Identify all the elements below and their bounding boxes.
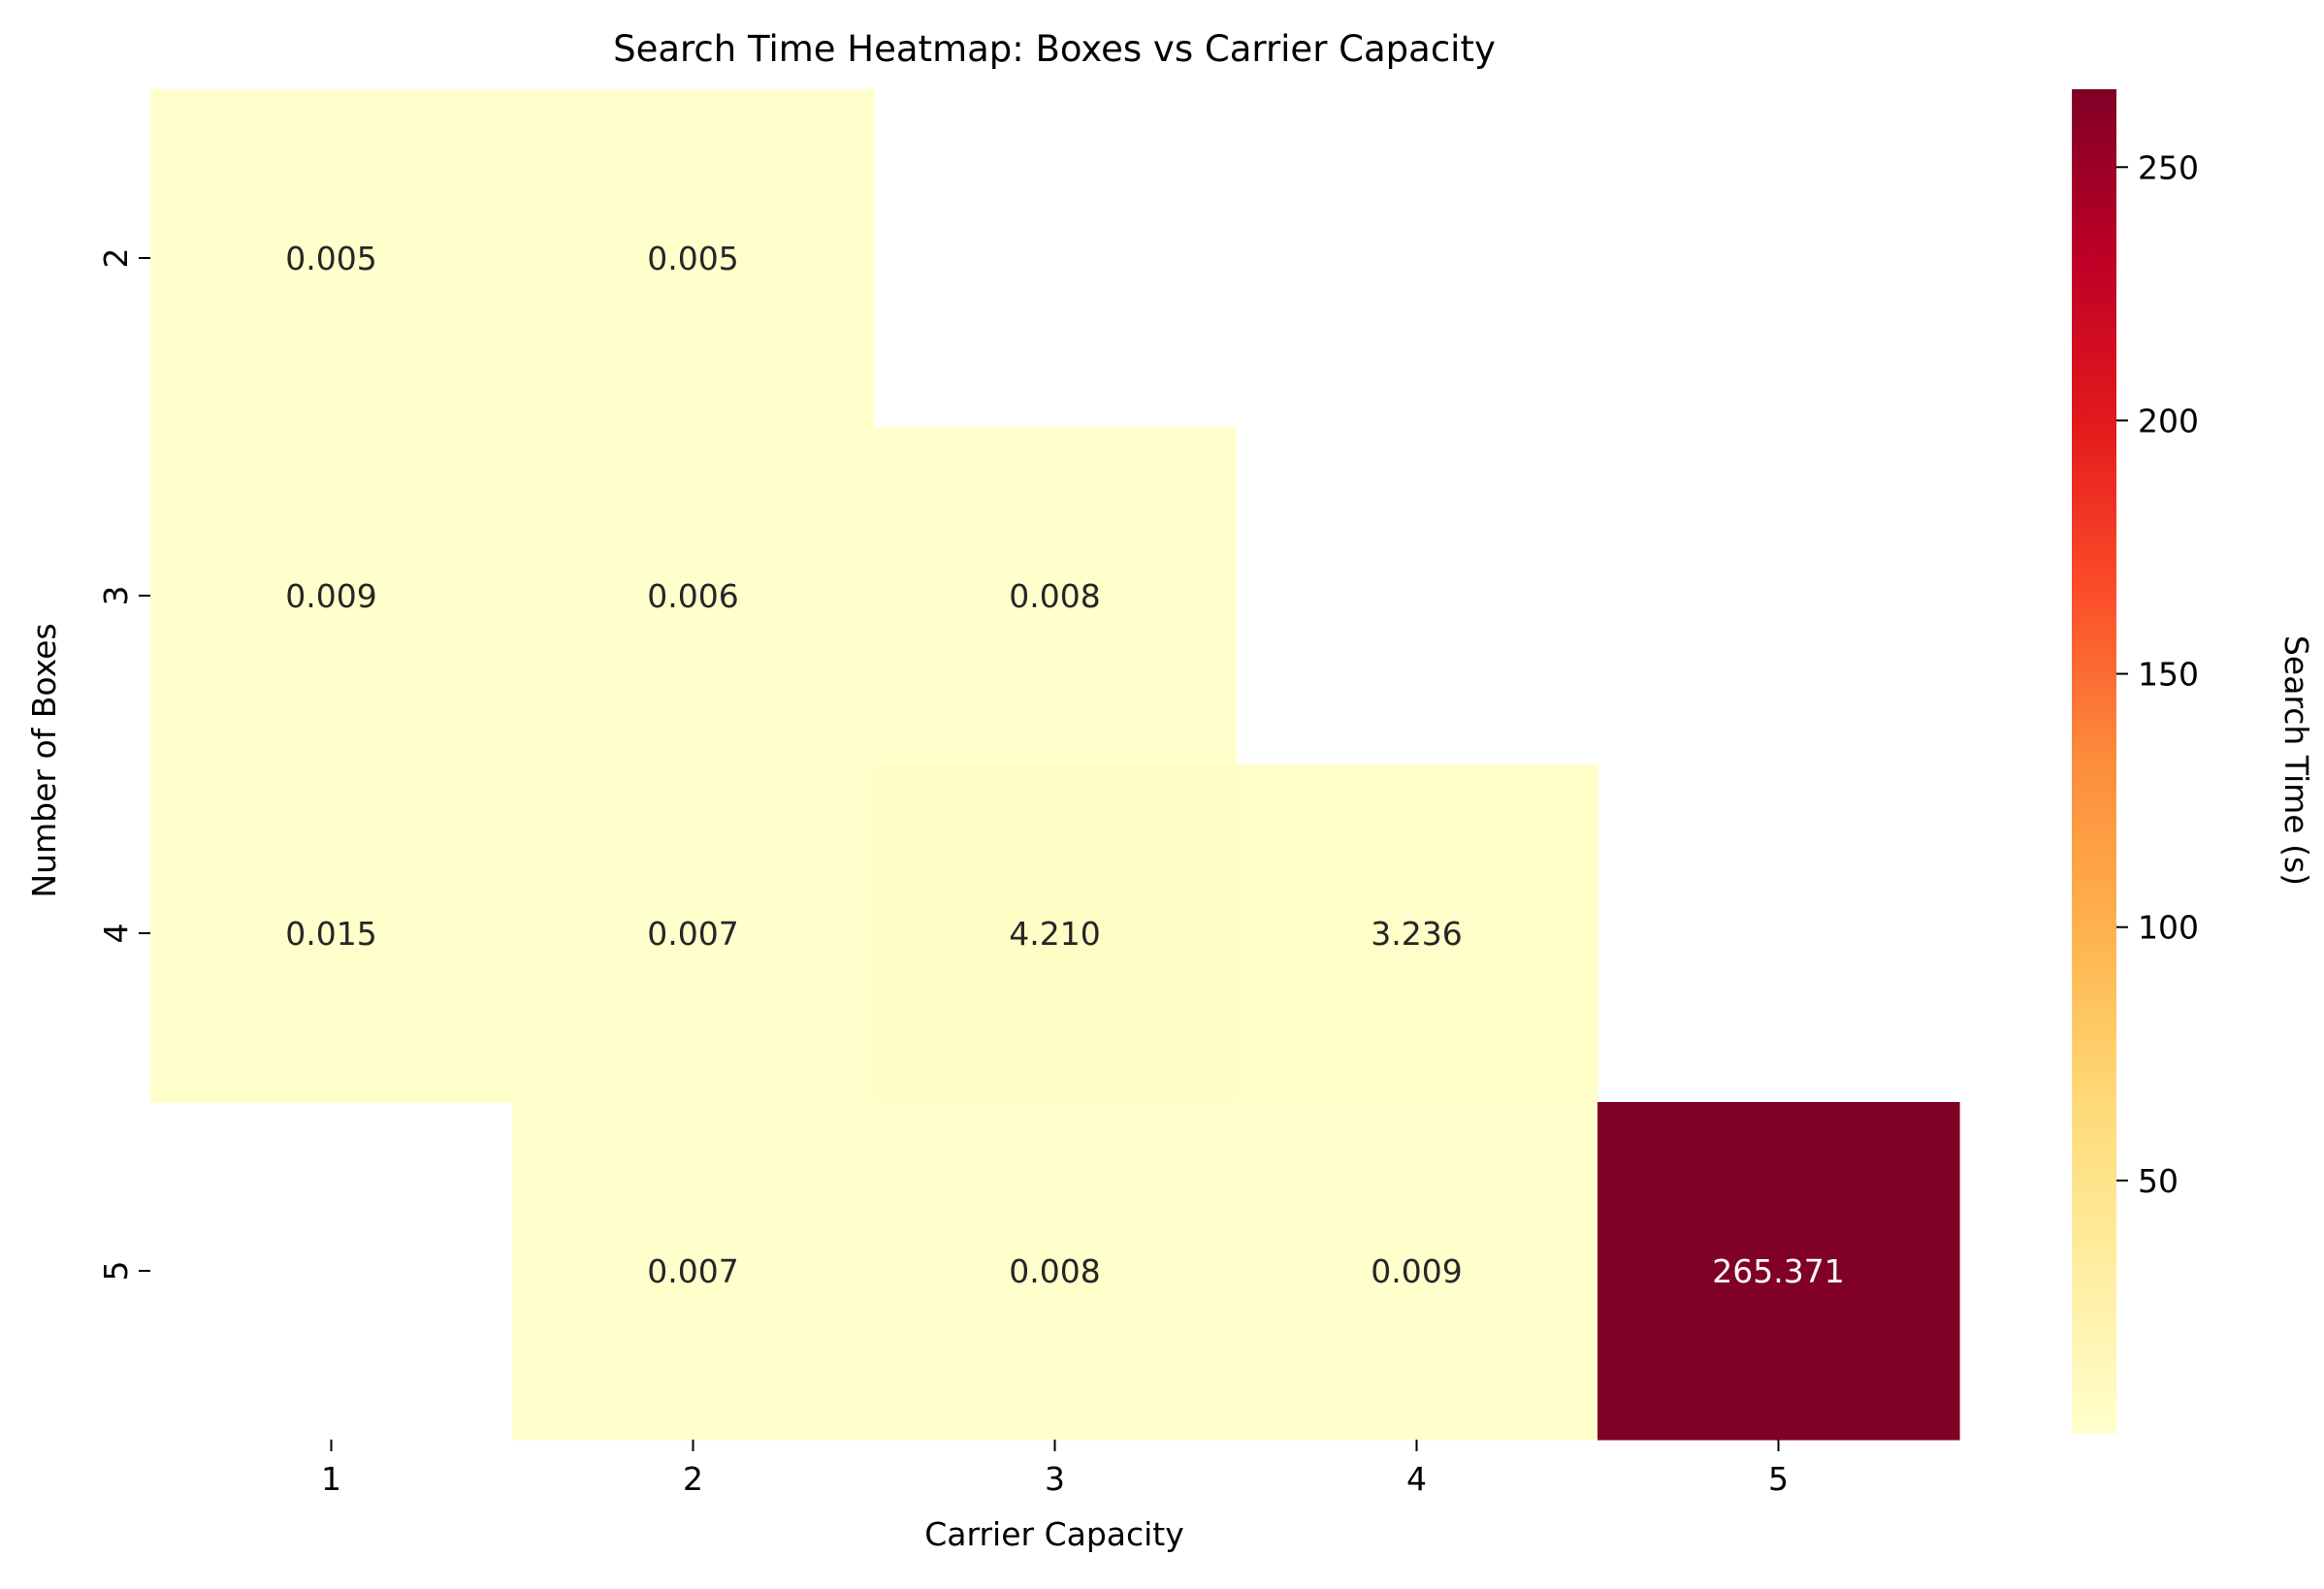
colorbar-tick-label: 50 — [2138, 1162, 2179, 1200]
cell-value-label: 0.005 — [647, 240, 738, 277]
y-tick-label: 2 — [97, 248, 135, 269]
cell-value-label: 0.005 — [285, 240, 376, 277]
x-axis-ticks: 1 2 3 4 5 — [321, 1440, 1789, 1498]
chart-title: Search Time Heatmap: Boxes vs Carrier Ca… — [613, 28, 1496, 70]
heatmap-cell-4-2 — [512, 764, 875, 1103]
cell-value-label: 4.210 — [1009, 915, 1100, 953]
heatmap-cell-2-2 — [512, 89, 875, 428]
cell-value-label: 265.371 — [1712, 1252, 1844, 1290]
colorbar-gradient — [2072, 89, 2116, 1434]
y-tick-label: 4 — [97, 924, 135, 944]
cell-value-label: 0.007 — [647, 1252, 738, 1290]
x-tick-label: 3 — [1045, 1460, 1065, 1498]
x-axis-label: Carrier Capacity — [924, 1515, 1184, 1553]
cell-value-label: 0.006 — [647, 577, 738, 615]
x-tick-label: 5 — [1768, 1460, 1789, 1498]
heatmap-cell-5-3 — [874, 1102, 1237, 1441]
cell-value-label: 0.008 — [1009, 577, 1100, 615]
colorbar-tick-label: 100 — [2138, 909, 2199, 947]
x-tick-label: 4 — [1406, 1460, 1427, 1498]
cell-value-label: 3.236 — [1371, 915, 1462, 953]
y-tick-label: 5 — [97, 1261, 135, 1281]
colorbar-label: Search Time (s) — [2277, 635, 2315, 886]
cell-value-label: 0.008 — [1009, 1252, 1100, 1290]
x-tick-label: 2 — [683, 1460, 703, 1498]
cell-value-label: 0.015 — [285, 915, 376, 953]
x-tick-label: 1 — [321, 1460, 341, 1498]
heatmap-cell-3-3 — [874, 427, 1237, 765]
heatmap-cell-5-2 — [512, 1102, 875, 1441]
colorbar-tick-label: 250 — [2138, 148, 2199, 186]
cell-value-label: 0.009 — [285, 577, 376, 615]
heatmap-cell-4-1 — [150, 764, 513, 1103]
heatmap-cell-5-5 — [1598, 1102, 1960, 1441]
colorbar-ticks: 50 100 150 200 250 — [2116, 148, 2199, 1200]
heatmap-cell-3-2 — [512, 427, 875, 765]
cell-value-label: 0.007 — [647, 915, 738, 953]
y-axis-label: Number of Boxes — [25, 623, 63, 897]
colorbar-tick-label: 200 — [2138, 402, 2199, 439]
heatmap-cell-2-1 — [150, 89, 513, 428]
colorbar-tick-label: 150 — [2138, 656, 2199, 694]
heatmap-cells: 0.005 0.005 0.009 0.006 0.008 0.015 0.007 4.210… — [150, 89, 1960, 1441]
heatmap-cell-5-4 — [1236, 1102, 1598, 1441]
cell-value-label: 0.009 — [1371, 1252, 1462, 1290]
y-axis-ticks: 2 3 4 5 — [97, 248, 150, 1281]
colorbar: 50 100 150 200 250 Search Time (s) — [2072, 89, 2315, 1434]
heatmap-cell-4-4 — [1236, 764, 1598, 1103]
y-tick-label: 3 — [97, 586, 135, 606]
heatmap-cell-4-3 — [874, 764, 1237, 1103]
heatmap-cell-3-1 — [150, 427, 513, 765]
